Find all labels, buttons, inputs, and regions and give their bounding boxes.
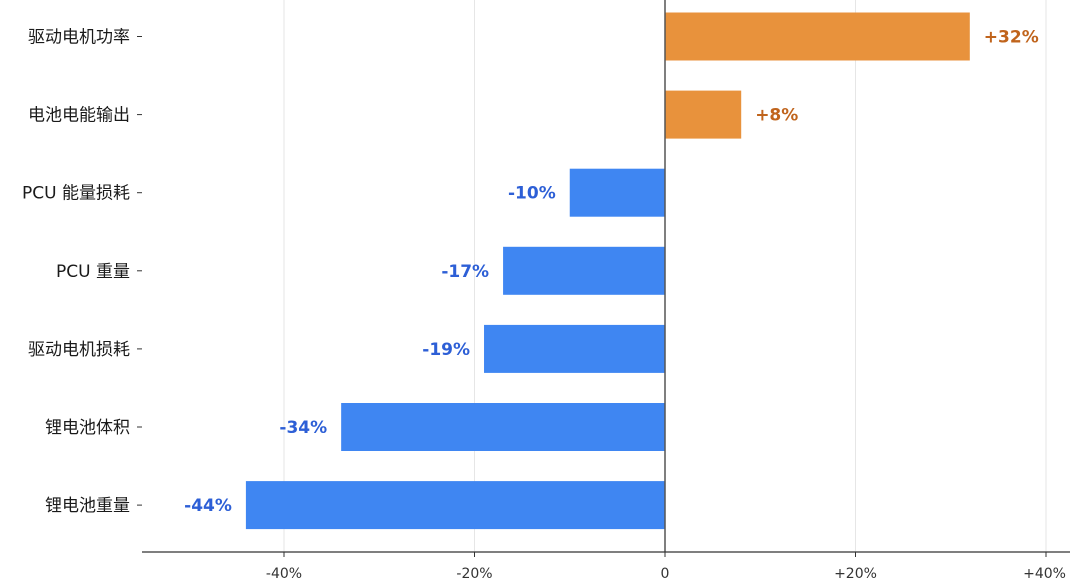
data-label: -19%: [422, 340, 470, 360]
data-label: -10%: [508, 184, 556, 204]
bar: [245, 481, 665, 530]
data-label: +8%: [755, 106, 798, 126]
x-tick-label: +20%: [834, 566, 877, 582]
bar: [569, 168, 665, 217]
bar: [665, 90, 742, 139]
bar: [484, 324, 665, 373]
x-tick-label: -20%: [456, 566, 492, 582]
bar: [665, 12, 970, 61]
category-label: PCU 能量损耗: [22, 184, 130, 204]
x-tick-label: +40%: [1023, 566, 1066, 582]
category-label: 驱动电机功率: [28, 28, 130, 48]
data-label: -34%: [279, 418, 327, 438]
category-label: 驱动电机损耗: [28, 340, 130, 360]
x-tick-label: -40%: [266, 566, 302, 582]
data-label: -17%: [441, 262, 489, 282]
data-label: +32%: [984, 28, 1039, 48]
x-tick-labels: -40% -20% 0 +20% +40%: [266, 566, 1066, 582]
category-label: PCU 重量: [56, 262, 130, 282]
category-label: 锂电池体积: [45, 418, 130, 438]
bar: [341, 403, 665, 451]
category-label: 电池电能输出: [28, 106, 130, 126]
axes: [137, 0, 1070, 557]
x-tick-label: 0: [661, 566, 670, 582]
grid-lines: [283, 0, 1047, 552]
data-label: -44%: [184, 496, 232, 516]
data-labels: +32% +8% -10% -17% -19% -34% -44%: [184, 28, 1039, 517]
bar: [503, 246, 665, 295]
category-label: 锂电池重量: [45, 496, 130, 516]
bars: [245, 12, 970, 530]
